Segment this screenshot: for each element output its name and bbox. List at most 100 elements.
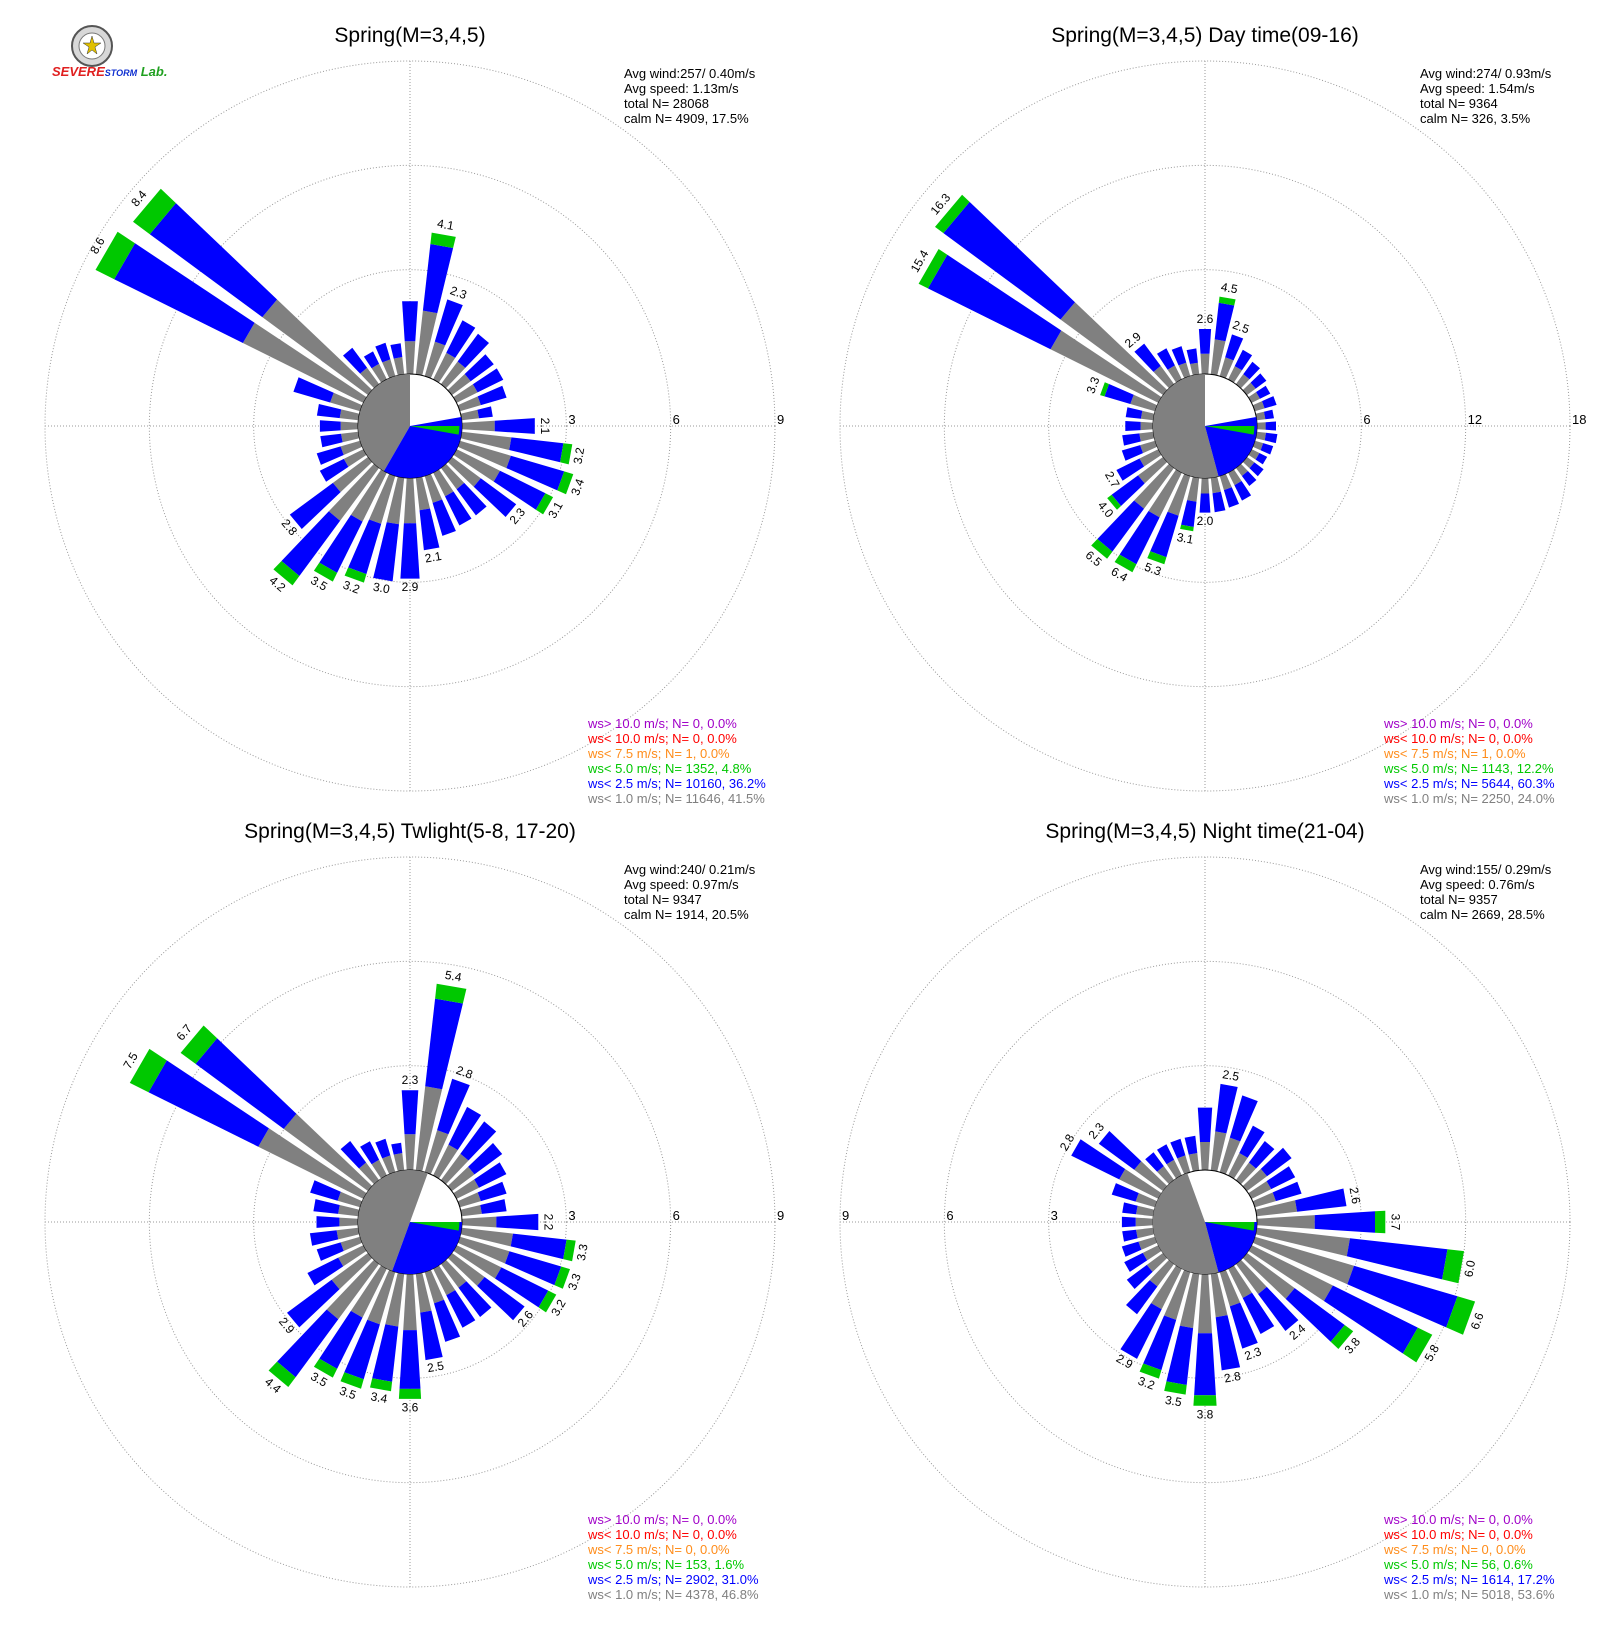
bar-segment-lt2_5 xyxy=(1248,1141,1275,1169)
bar-segment-lt1 xyxy=(1179,1272,1200,1329)
bar-segment-lt1 xyxy=(385,1272,405,1327)
bar-segment-lt2_5 xyxy=(506,455,565,491)
calm-wedge-gray xyxy=(357,1169,428,1271)
bar-segment-lt2_5 xyxy=(1212,491,1226,513)
bar-segment-lt2_5 xyxy=(1260,443,1274,455)
direction-bar-120: 5.8 xyxy=(1248,1245,1442,1364)
bar-segment-lt1 xyxy=(433,1144,458,1179)
bar-value-label: 2.9 xyxy=(402,580,419,594)
bar-value-label: 2.6 xyxy=(1197,312,1214,326)
bar-segment-lt2_5 xyxy=(1116,458,1145,481)
bar-segment-lt1 xyxy=(1219,1137,1241,1175)
bar-segment-lt1 xyxy=(338,1205,360,1217)
bar-segment-lt2_5 xyxy=(495,1267,549,1308)
direction-bar-150 xyxy=(433,1265,476,1328)
direction-bar-40 xyxy=(440,333,489,389)
direction-bar-350 xyxy=(390,343,405,376)
legend-entry: ws< 1.0 m/s; N= 2250, 24.0% xyxy=(1383,791,1555,806)
bar-segment-lt1 xyxy=(337,1191,363,1208)
bar-segment-lt1 xyxy=(1242,1168,1267,1192)
bar-segment-lt1 xyxy=(1164,1269,1191,1320)
grid-ring xyxy=(943,164,1467,688)
bar-segment-lt2_5 xyxy=(448,1106,482,1150)
bar-segment-lt5 xyxy=(1100,382,1109,397)
direction-bar-260 xyxy=(320,431,360,448)
bar-segment-lt1 xyxy=(1219,1269,1241,1307)
legend-entry: ws< 2.5 m/s; N= 5644, 60.3% xyxy=(1383,776,1555,791)
bar-segment-lt2_5 xyxy=(1285,1288,1345,1342)
bar-segment-lt1 xyxy=(1136,1227,1155,1239)
legend-entry: ws> 10.0 m/s; N= 0, 0.0% xyxy=(1383,1512,1533,1527)
direction-bar-290 xyxy=(293,377,363,412)
legend-entry: ws< 10.0 m/s; N= 0, 0.0% xyxy=(1383,731,1533,746)
bar-segment-lt1 xyxy=(1200,353,1210,375)
grid-ring xyxy=(44,856,776,1588)
bar-segment-lt1 xyxy=(369,473,396,524)
direction-bar-20: 2.3 xyxy=(424,283,469,379)
bar-segment-lt2_5 xyxy=(1323,1285,1418,1354)
logo-severe: SEVERE xyxy=(52,64,105,79)
direction-bar-80: 2.6 xyxy=(1255,1186,1363,1217)
direction-bar-40 xyxy=(440,1121,497,1185)
bar-segment-lt1 xyxy=(1149,1259,1175,1287)
direction-bar-330 xyxy=(1157,1144,1182,1179)
bar-segment-lt2_5 xyxy=(437,1078,470,1135)
direction-bar-290 xyxy=(310,1180,363,1208)
bar-segment-lt1 xyxy=(1134,1161,1168,1192)
bar-segment-lt2_5 xyxy=(1264,409,1274,420)
bar-value-label: 3.4 xyxy=(370,1389,389,1406)
bar-segment-lt2_5 xyxy=(1250,373,1267,389)
bar-segment-lt2_5 xyxy=(1126,1264,1153,1289)
bar-value-label: 4.5 xyxy=(1220,280,1239,297)
bar-segment-lt2_5 xyxy=(1124,1252,1148,1272)
bar-segment-lt2_5 xyxy=(1111,475,1145,506)
bar-value-label: 7.5 xyxy=(120,1050,141,1072)
bar-value-label: 3.8 xyxy=(1197,1407,1214,1421)
direction-bar-10: 5.4 xyxy=(415,968,467,1172)
bar-value-label: 2.3 xyxy=(448,283,469,302)
bar-segment-lt2_5 xyxy=(510,1233,567,1260)
bar-segment-lt2_5 xyxy=(340,1141,367,1169)
bar-segment-lt5 xyxy=(935,194,970,234)
bar-segment-lt2_5 xyxy=(1242,1292,1275,1334)
chart-title: Spring(M=3,4,5) Twlight(5-8, 17-20) xyxy=(244,820,576,843)
bar-segment-lt2_5 xyxy=(281,511,341,576)
bar-segment-lt2_5 xyxy=(1214,302,1235,342)
bar-segment-lt1 xyxy=(424,341,446,379)
bar-segment-lt1 xyxy=(1139,449,1162,467)
bar-segment-lt1 xyxy=(1219,473,1232,491)
bar-segment-lt1 xyxy=(326,1259,380,1320)
grid-ring xyxy=(839,856,1571,1588)
bar-segment-lt1 xyxy=(340,1236,363,1251)
bar-segment-lt2_5 xyxy=(472,368,504,393)
direction-bar-280 xyxy=(1125,407,1155,421)
bar-segment-lt2_5 xyxy=(505,1251,562,1286)
direction-bar-20: 2.8 xyxy=(424,1063,475,1175)
direction-bar-250 xyxy=(1121,440,1158,461)
bar-segment-lt2_5 xyxy=(1260,1147,1292,1177)
bar-segment-lt2_5 xyxy=(114,243,255,343)
bar-segment-lt2_5 xyxy=(399,1330,421,1389)
direction-bar-270 xyxy=(1125,421,1154,431)
bar-segment-lt1 xyxy=(1242,1252,1295,1299)
direction-bar-200: 3.5 xyxy=(338,1269,396,1402)
bar-segment-lt2_5 xyxy=(1239,1125,1265,1158)
direction-bar-230: 4.0 xyxy=(1095,456,1168,521)
bar-segment-lt2_5 xyxy=(1199,493,1211,513)
bar-value-label: 2.8 xyxy=(1223,1369,1242,1386)
bar-segment-lt1 xyxy=(1255,431,1266,441)
bar-segment-lt1 xyxy=(1256,1215,1315,1229)
bar-segment-lt1 xyxy=(1188,1153,1200,1172)
legend-entry: ws< 1.0 m/s; N= 4378, 46.8% xyxy=(587,1587,759,1602)
polar-grid: 3 6 9 xyxy=(44,60,784,792)
legend-entry: ws< 10.0 m/s; N= 0, 0.0% xyxy=(587,1527,737,1542)
direction-bar-170: 2.1 xyxy=(415,476,443,566)
bar-value-label: 5.4 xyxy=(444,968,463,985)
direction-bar-190: 3.5 xyxy=(1164,1272,1200,1409)
direction-bar-140 xyxy=(440,1259,492,1317)
direction-bar-60 xyxy=(453,1162,507,1199)
bar-segment-lt2_5 xyxy=(1346,1238,1448,1280)
direction-bar-70 xyxy=(1252,1181,1302,1208)
bar-segment-lt1 xyxy=(340,421,359,431)
